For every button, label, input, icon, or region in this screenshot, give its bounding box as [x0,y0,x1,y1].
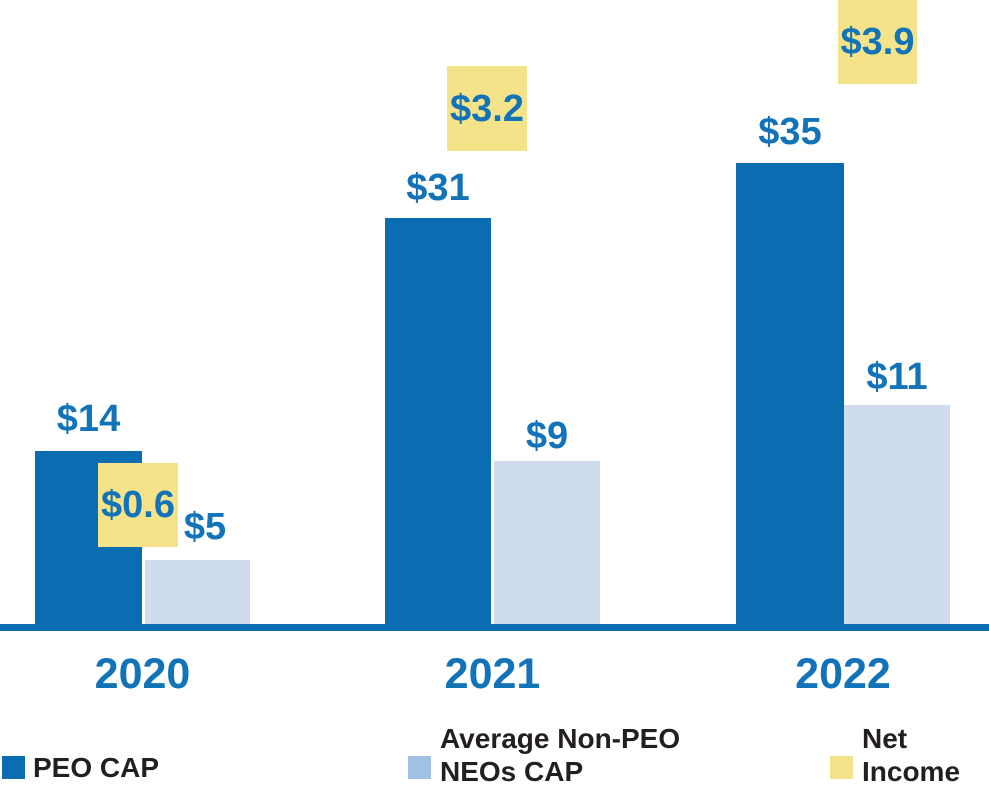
legend-swatch-net-income [830,756,853,779]
peo-cap-value-2021: $31 [406,167,470,209]
legend-label-neo-cap-line2: NEOs CAP [440,756,584,787]
legend-label-neo-cap-line1: Average Non-PEO [440,723,681,754]
net-income-value-2020: $0.6 [101,484,175,526]
neo-cap-value-2021: $9 [525,415,569,457]
neo-cap-value-2020: $5 [183,506,227,548]
legend-label-neo-cap: Average Non-PEO NEOs CAP [440,722,680,788]
net-income-value-2022: $3.9 [840,21,915,63]
net-income-box-2022: $3.9 [838,0,917,84]
legend-label-net-income: Net Income [862,722,960,788]
neo-cap-value-2022: $11 [866,356,928,398]
peo-cap-bar-2021 [385,218,491,624]
x-axis-label-2022: 2022 [795,650,891,698]
legend-label-net-income-line2: Income [862,756,961,787]
x-axis-label-2020: 2020 [94,650,191,698]
peo-cap-bar-2022 [736,163,844,624]
peo-cap-value-2020: $14 [56,398,121,440]
x-axis-line [0,624,989,631]
net-income-value-2021: $3.2 [450,87,524,130]
neo-cap-bar-2020 [145,560,250,624]
net-income-box-2021: $3.2 [447,66,527,151]
neo-cap-bar-2021 [494,461,600,624]
neo-cap-bar-2022 [844,405,950,624]
legend-label-peo-cap: PEO CAP [33,752,160,783]
legend-swatch-neo-cap [408,756,431,779]
legend-swatch-peo-cap [2,756,25,779]
x-axis-label-2021: 2021 [444,650,541,698]
legend-label-net-income-line1: Net [862,723,908,754]
peo-cap-value-2022: $35 [758,111,822,153]
net-income-box-2020: $0.6 [98,463,178,547]
